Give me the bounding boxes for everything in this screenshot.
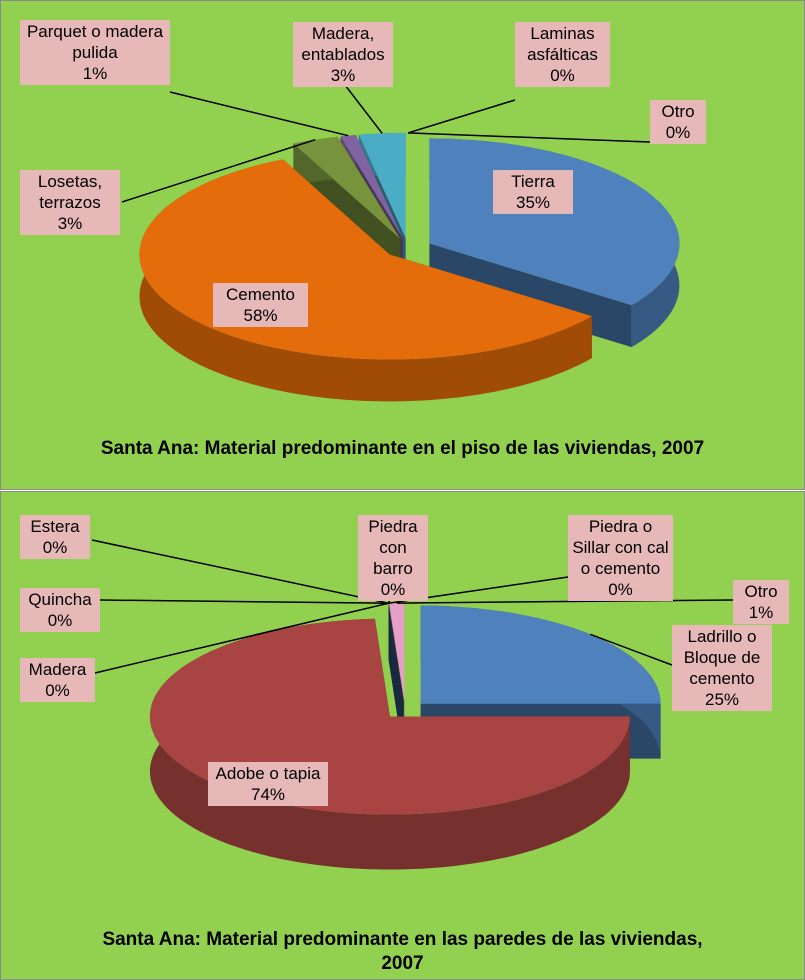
label-value: 3% bbox=[330, 66, 356, 85]
leader-line bbox=[169, 91, 349, 137]
leader-line bbox=[407, 132, 651, 143]
leader-line bbox=[407, 99, 516, 134]
data-label: Ladrillo o Bloque de cemento 25% bbox=[672, 625, 772, 711]
label-value: 0% bbox=[380, 580, 406, 599]
label-category: Otro bbox=[744, 582, 778, 601]
label-category: Ladrillo o Bloque de cemento bbox=[683, 627, 761, 688]
slice bbox=[429, 138, 680, 306]
data-label: Quincha 0% bbox=[20, 588, 100, 632]
slice-side bbox=[139, 159, 592, 402]
data-label: Madera 0% bbox=[20, 658, 95, 702]
label-category: Piedra o Sillar con cal o cemento bbox=[572, 517, 669, 578]
data-label: Otro 1% bbox=[733, 580, 789, 624]
label-category: Otro bbox=[661, 102, 695, 121]
label-value: 74% bbox=[250, 785, 286, 804]
data-label: Adobe o tapia 74% bbox=[208, 762, 328, 806]
label-category: Estera bbox=[30, 517, 80, 536]
label-category: Piedra con barro bbox=[368, 517, 418, 578]
label-category: Tierra bbox=[511, 172, 555, 191]
label-value: 3% bbox=[57, 214, 83, 233]
leader-line bbox=[396, 599, 734, 604]
leader-line bbox=[589, 633, 673, 666]
data-label: Tierra 35% bbox=[493, 170, 573, 214]
label-category: Adobe o tapia bbox=[215, 764, 321, 783]
label-category: Laminas asfálticas bbox=[527, 24, 598, 64]
chart-title: Santa Ana: Material predominante en el p… bbox=[100, 438, 705, 459]
slice bbox=[358, 133, 406, 238]
label-value: 1% bbox=[748, 603, 774, 622]
label-category: Parquet o madera pulida bbox=[26, 22, 164, 62]
label-value: 35% bbox=[515, 193, 551, 212]
leader-line bbox=[94, 602, 389, 674]
label-value: 0% bbox=[608, 580, 633, 599]
slice bbox=[420, 605, 661, 704]
data-label: Otro 0% bbox=[650, 100, 706, 144]
data-label: Piedra con barro 0% bbox=[358, 515, 428, 601]
data-label: Parquet o madera pulida 1% bbox=[20, 20, 170, 85]
label-value: 25% bbox=[704, 690, 740, 709]
label-value: 0% bbox=[550, 66, 575, 85]
data-label: Laminas asfálticas 0% bbox=[515, 22, 610, 87]
label-value: 1% bbox=[82, 64, 108, 83]
label-category: Quincha bbox=[28, 590, 92, 609]
label-value: 0% bbox=[42, 538, 68, 557]
label-value: 58% bbox=[243, 306, 278, 325]
label-value: 0% bbox=[45, 681, 70, 700]
leader-line bbox=[121, 139, 316, 203]
leader-line bbox=[99, 599, 389, 604]
leader-line bbox=[91, 539, 389, 604]
label-category: Madera bbox=[28, 660, 87, 679]
label-category: Madera, entablados bbox=[301, 24, 385, 64]
data-label: Losetas, terrazos 3% bbox=[20, 170, 120, 235]
label-value: 0% bbox=[47, 611, 73, 630]
slice bbox=[293, 136, 400, 239]
label-value: 0% bbox=[665, 123, 691, 142]
chart-title: Santa Ana: Material predominante en las … bbox=[102, 929, 703, 974]
data-label: Madera, entablados 3% bbox=[293, 22, 393, 87]
label-category: Losetas, terrazos bbox=[37, 172, 103, 212]
data-label: Piedra o Sillar con cal o cemento 0% bbox=[568, 515, 673, 601]
slice bbox=[340, 135, 403, 239]
slice bbox=[389, 603, 405, 701]
label-category: Cemento bbox=[226, 285, 295, 304]
data-label: Cemento 58% bbox=[213, 283, 308, 327]
leader-line bbox=[344, 84, 383, 134]
data-label: Estera 0% bbox=[20, 515, 90, 559]
